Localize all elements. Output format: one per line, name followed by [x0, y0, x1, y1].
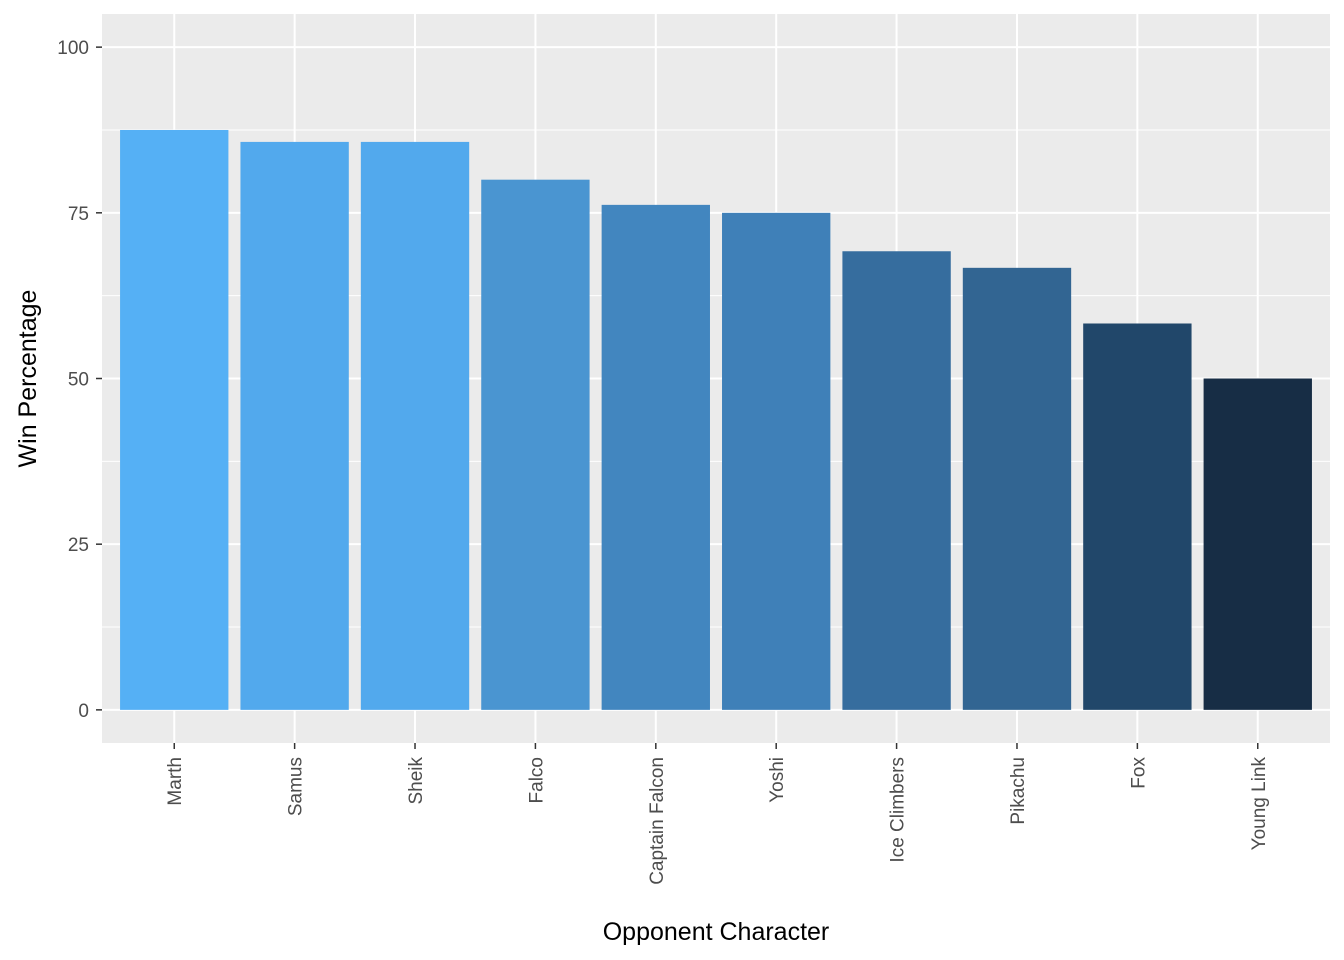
x-tick-label: Captain Falcon — [647, 757, 668, 885]
x-axis-title: Opponent Character — [603, 918, 830, 946]
x-axis-ticks: Marth Samus Sheik Falco Captain Falcon Yoshi I… — [165, 743, 1270, 885]
x-tick-label: Yoshi — [767, 757, 788, 803]
y-tick-label: 75 — [68, 204, 89, 225]
bar-pikachu — [962, 267, 1072, 710]
x-tick-label: Fox — [1128, 757, 1149, 789]
y-axis-title: Win Percentage — [14, 290, 42, 468]
y-tick-label: 25 — [68, 535, 89, 556]
bar-falco — [481, 179, 590, 710]
x-tick-label: Sheik — [406, 757, 427, 805]
bar-young-link — [1203, 378, 1312, 710]
bar-captain-falcon — [601, 204, 710, 710]
y-tick-label: 100 — [57, 38, 89, 59]
x-tick-label: Samus — [286, 757, 307, 816]
bar-series — [120, 129, 1312, 710]
x-tick-label: Marth — [165, 757, 186, 806]
x-tick-label: Pikachu — [1008, 757, 1029, 825]
x-tick-label: Ice Climbers — [888, 757, 909, 863]
y-tick-label: 50 — [68, 370, 89, 391]
bar-fox — [1083, 323, 1192, 710]
y-tick-label: 0 — [78, 701, 89, 722]
x-tick-label: Young Link — [1249, 757, 1270, 851]
y-axis-ticks: 0 25 50 75 100 — [57, 38, 102, 722]
bar-ice-climbers — [842, 251, 951, 710]
x-tick-label: Falco — [526, 757, 547, 803]
bar-sheik — [360, 141, 470, 710]
bar-marth — [120, 129, 229, 710]
bar-yoshi — [722, 212, 831, 710]
bar-samus — [240, 141, 349, 710]
